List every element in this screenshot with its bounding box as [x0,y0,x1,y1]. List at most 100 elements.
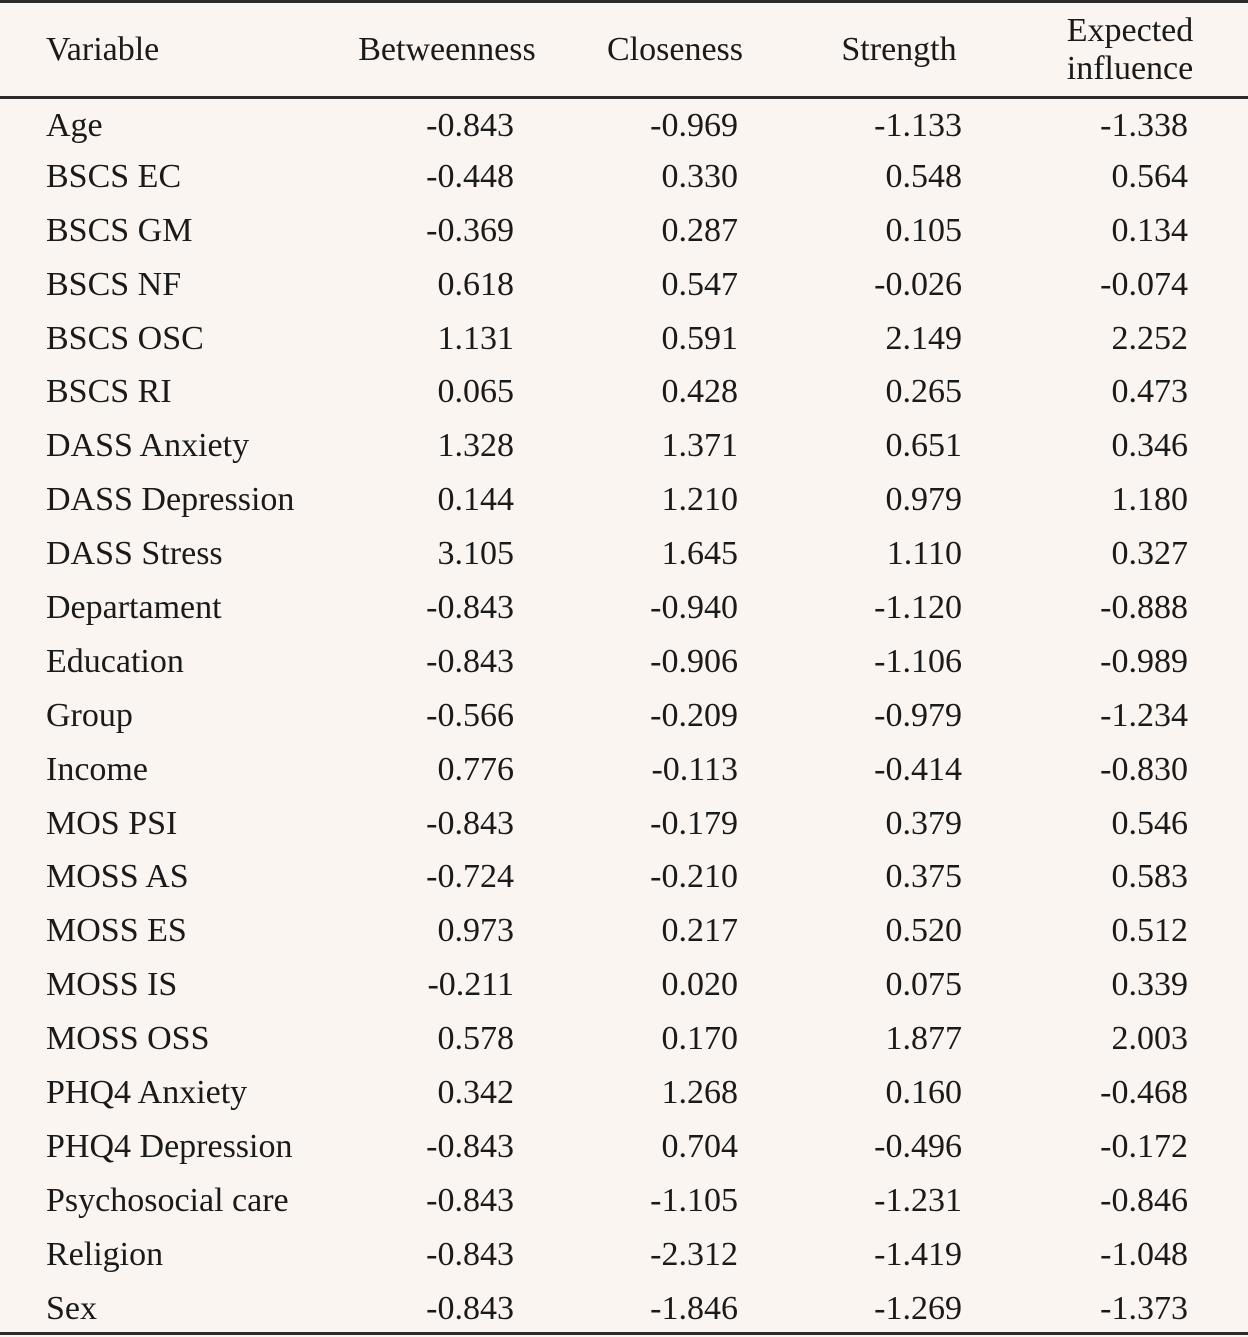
header-closeness: Closeness [607,30,743,68]
cell-closeness: 0.591 [661,319,739,357]
cell-expected-influence: 1.180 [1111,481,1189,519]
cell-strength: -1.269 [874,1289,962,1327]
table-row: MOS PSI -0.843 -0.179 0.379 0.546 [0,797,1248,851]
cell-closeness: 0.020 [661,966,739,1004]
cell-strength: 0.520 [885,912,963,950]
cell-betweenness: -0.843 [426,106,514,144]
cell-closeness: -0.940 [650,588,738,626]
cell-betweenness: -0.843 [426,588,514,626]
cell-strength: -1.133 [874,106,962,144]
cell-variable: BSCS GM [46,211,193,249]
cell-betweenness: 0.618 [437,265,515,303]
cell-expected-influence: -0.888 [1100,588,1188,626]
table-row: MOSS OSS 0.578 0.170 1.877 2.003 [0,1012,1248,1066]
table-row: PHQ4 Anxiety 0.342 1.268 0.160 -0.468 [0,1066,1248,1120]
cell-closeness: -1.846 [650,1289,738,1327]
table-row: DASS Depression 0.144 1.210 0.979 1.180 [0,473,1248,527]
cell-closeness: 0.547 [661,265,739,303]
cell-expected-influence: 0.339 [1111,966,1189,1004]
table-row: BSCS RI 0.065 0.428 0.265 0.473 [0,365,1248,419]
cell-closeness: -1.105 [650,1181,738,1219]
table-row: Religion -0.843 -2.312 -1.419 -1.048 [0,1228,1248,1282]
header-row: Variable Betweenness Closeness Strength … [0,3,1248,96]
cell-variable: Age [46,106,103,144]
table-row: MOSS IS -0.211 0.020 0.075 0.339 [0,958,1248,1012]
table-body: Age -0.843 -0.969 -1.133 -1.338 BSCS EC -0.448… [0,96,1248,1335]
centrality-table: Variable Betweenness Closeness Strength … [0,3,1248,1335]
cell-betweenness: 0.342 [437,1073,515,1111]
header-rule [0,96,1248,99]
cell-expected-influence: 0.473 [1111,373,1189,411]
cell-strength: -0.496 [874,1127,962,1165]
cell-expected-influence: 2.252 [1111,319,1189,357]
table-row: Psychosocial care -0.843 -1.105 -1.231 -0.84… [0,1174,1248,1228]
cell-expected-influence: -0.989 [1100,642,1188,680]
cell-betweenness: -0.566 [426,696,514,734]
cell-betweenness: 0.065 [437,373,515,411]
table-row: MOSS ES 0.973 0.217 0.520 0.512 [0,904,1248,958]
table-row: PHQ4 Depression -0.843 0.704 -0.496 -0.172 [0,1120,1248,1174]
cell-betweenness: 0.973 [437,912,515,950]
cell-variable: PHQ4 Depression [46,1127,293,1165]
cell-variable: Psychosocial care [46,1181,289,1219]
cell-betweenness: -0.369 [426,211,514,249]
cell-strength: 0.375 [885,858,963,896]
header-expected-influence: Expected influence [1012,3,1248,96]
cell-variable: BSCS EC [46,157,182,195]
cell-strength: 0.105 [885,211,963,249]
cell-expected-influence: -0.846 [1100,1181,1188,1219]
cell-strength: 0.075 [885,966,963,1004]
cell-variable: DASS Depression [46,481,295,519]
table-row: BSCS GM -0.369 0.287 0.105 0.134 [0,204,1248,258]
cell-strength: -0.979 [874,696,962,734]
cell-variable: BSCS NF [46,265,182,303]
cell-expected-influence: 0.346 [1111,427,1189,465]
table-row: Age -0.843 -0.969 -1.133 -1.338 [0,96,1248,150]
cell-strength: 0.548 [885,157,963,195]
cell-strength: 0.979 [885,481,963,519]
cell-strength: 0.265 [885,373,963,411]
table-row: Income 0.776 -0.113 -0.414 -0.830 [0,743,1248,797]
cell-closeness: -0.969 [650,106,738,144]
cell-expected-influence: 0.327 [1111,535,1189,573]
cell-expected-influence: 0.583 [1111,858,1189,896]
cell-strength: 1.110 [886,535,962,573]
cell-expected-influence: -0.830 [1100,750,1188,788]
table-row: Group -0.566 -0.209 -0.979 -1.234 [0,689,1248,743]
cell-betweenness: -0.843 [426,1127,514,1165]
cell-closeness: 0.704 [661,1127,739,1165]
cell-betweenness: 0.144 [437,481,515,519]
table-row: Sex -0.843 -1.846 -1.269 -1.373 [0,1282,1248,1336]
cell-strength: -1.106 [874,642,962,680]
cell-closeness: -0.906 [650,642,738,680]
cell-closeness: -0.179 [650,804,738,842]
cell-betweenness: -0.448 [426,157,514,195]
cell-closeness: 1.371 [661,427,739,465]
cell-variable: MOSS AS [46,858,189,896]
cell-betweenness: 1.328 [437,427,515,465]
cell-variable: Religion [46,1235,164,1273]
table-header: Variable Betweenness Closeness Strength … [0,3,1248,96]
cell-variable: Income [46,750,148,788]
cell-closeness: -0.209 [650,696,738,734]
cell-strength: 0.160 [885,1073,963,1111]
cell-expected-influence: -0.074 [1100,265,1188,303]
cell-strength: 1.877 [885,1020,963,1058]
table-row: Education -0.843 -0.906 -1.106 -0.989 [0,635,1248,689]
header-variable: Variable [46,30,160,68]
cell-expected-influence: -1.048 [1100,1235,1188,1273]
table-row: BSCS OSC 1.131 0.591 2.149 2.252 [0,312,1248,366]
cell-variable: MOSS OSS [46,1020,210,1058]
cell-strength: -1.231 [874,1181,962,1219]
cell-closeness: 1.210 [661,481,739,519]
cell-betweenness: 0.578 [437,1020,515,1058]
top-rule [0,0,1248,3]
header-betweenness: Betweenness [358,30,536,68]
cell-variable: Sex [46,1289,97,1327]
cell-expected-influence: 0.564 [1111,157,1189,195]
cell-closeness: -0.210 [650,858,738,896]
cell-closeness: 0.287 [661,211,739,249]
cell-closeness: 0.217 [661,912,739,950]
cell-variable: MOSS IS [46,966,178,1004]
cell-expected-influence: -1.373 [1100,1289,1188,1327]
